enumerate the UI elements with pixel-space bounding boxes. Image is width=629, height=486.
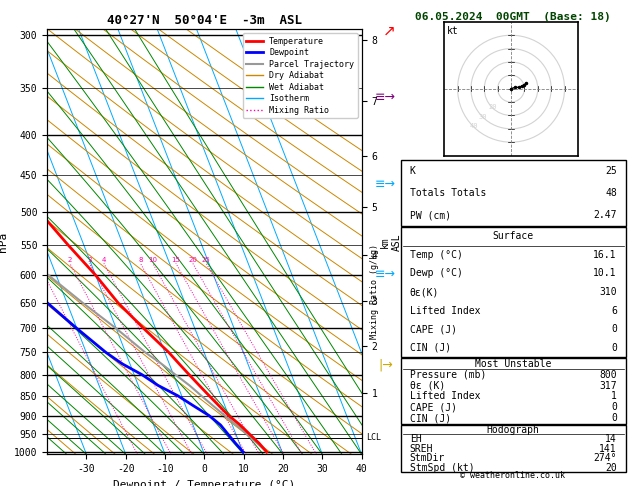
Text: PW (cm): PW (cm) — [409, 210, 451, 220]
Text: 40: 40 — [469, 123, 478, 129]
Text: 20: 20 — [188, 257, 198, 263]
Text: ≡→: ≡→ — [375, 91, 396, 104]
Text: CAPE (J): CAPE (J) — [409, 402, 457, 413]
Text: Mixing Ratio (g/kg): Mixing Ratio (g/kg) — [370, 244, 379, 339]
Text: © weatheronline.co.uk: © weatheronline.co.uk — [460, 471, 565, 480]
Text: 0: 0 — [611, 343, 617, 353]
Text: Pressure (mb): Pressure (mb) — [409, 369, 486, 380]
Text: 3: 3 — [87, 257, 92, 263]
Text: CIN (J): CIN (J) — [409, 343, 451, 353]
Text: 0: 0 — [611, 324, 617, 334]
Text: 2.47: 2.47 — [593, 210, 617, 220]
Text: 30: 30 — [479, 114, 487, 120]
Text: 48: 48 — [605, 188, 617, 198]
Text: K: K — [409, 166, 416, 176]
Text: 10: 10 — [148, 257, 157, 263]
Title: 40°27'N  50°04'E  -3m  ASL: 40°27'N 50°04'E -3m ASL — [107, 14, 302, 27]
Text: 10.1: 10.1 — [593, 268, 617, 278]
Text: 141: 141 — [599, 444, 617, 453]
X-axis label: Dewpoint / Temperature (°C): Dewpoint / Temperature (°C) — [113, 480, 296, 486]
Text: 317: 317 — [599, 381, 617, 391]
Text: 16.1: 16.1 — [593, 250, 617, 260]
Text: θε (K): θε (K) — [409, 381, 445, 391]
Text: Lifted Index: Lifted Index — [409, 306, 480, 316]
Text: 310: 310 — [599, 287, 617, 297]
Text: Surface: Surface — [493, 231, 534, 241]
Text: 800: 800 — [599, 369, 617, 380]
Text: StmSpd (kt): StmSpd (kt) — [409, 463, 474, 472]
Text: ≡→: ≡→ — [375, 178, 396, 191]
Text: Temp (°C): Temp (°C) — [409, 250, 462, 260]
Text: 25: 25 — [605, 166, 617, 176]
Text: ↗: ↗ — [382, 24, 395, 39]
Text: 8: 8 — [138, 257, 143, 263]
Legend: Temperature, Dewpoint, Parcel Trajectory, Dry Adiabat, Wet Adiabat, Isotherm, Mi: Temperature, Dewpoint, Parcel Trajectory… — [243, 34, 357, 118]
Text: Totals Totals: Totals Totals — [409, 188, 486, 198]
Text: Hodograph: Hodograph — [487, 425, 540, 434]
Text: LCL: LCL — [366, 434, 381, 442]
Text: 2: 2 — [68, 257, 72, 263]
Text: EH: EH — [409, 434, 421, 444]
Text: θε(K): θε(K) — [409, 287, 439, 297]
Text: Most Unstable: Most Unstable — [475, 359, 552, 369]
Text: kt: kt — [447, 26, 459, 36]
Text: Dewp (°C): Dewp (°C) — [409, 268, 462, 278]
Text: CAPE (J): CAPE (J) — [409, 324, 457, 334]
Text: 4: 4 — [102, 257, 106, 263]
Text: 14: 14 — [605, 434, 617, 444]
Text: 1: 1 — [36, 257, 40, 263]
Text: SREH: SREH — [409, 444, 433, 453]
Y-axis label: hPa: hPa — [0, 232, 8, 252]
Text: |→: |→ — [378, 358, 393, 371]
Text: 0: 0 — [611, 402, 617, 413]
Text: 6: 6 — [611, 306, 617, 316]
Text: ≡→: ≡→ — [375, 268, 396, 281]
Text: 06.05.2024  00GMT  (Base: 18): 06.05.2024 00GMT (Base: 18) — [415, 12, 611, 22]
Text: 0: 0 — [611, 413, 617, 423]
Text: 20: 20 — [488, 104, 497, 110]
Text: 25: 25 — [202, 257, 211, 263]
Text: 1: 1 — [611, 391, 617, 401]
Text: CIN (J): CIN (J) — [409, 413, 451, 423]
Text: Lifted Index: Lifted Index — [409, 391, 480, 401]
Text: 274°: 274° — [593, 453, 617, 463]
Text: 20: 20 — [605, 463, 617, 472]
Y-axis label: km
ASL: km ASL — [380, 233, 402, 251]
Text: StmDir: StmDir — [409, 453, 445, 463]
Text: 15: 15 — [172, 257, 181, 263]
